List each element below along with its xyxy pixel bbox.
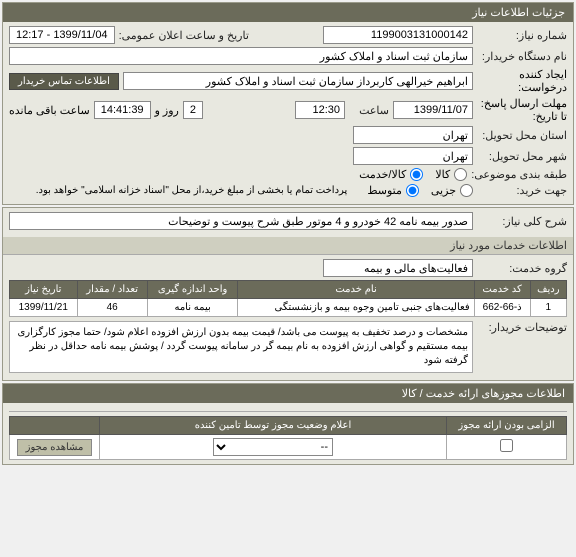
deadline-time[interactable] <box>295 101 345 119</box>
th-2: نام خدمت <box>238 281 474 299</box>
days-label: روز و <box>155 104 179 117</box>
group-input[interactable] <box>323 259 473 277</box>
need-no-input[interactable] <box>323 26 473 44</box>
creator-label-b: درخواست: <box>477 81 567 94</box>
td-3: بیمه نامه <box>147 299 238 317</box>
permit-action-cell: مشاهده مجوز <box>10 435 100 460</box>
time-label: ساعت <box>349 104 389 117</box>
org-input[interactable] <box>9 47 473 65</box>
td-2: فعالیت‌های جنبی تامین وجوه بیمه و بازنشس… <box>238 299 474 317</box>
panel3-header: اطلاعات مجوزهای ارائه خدمت / کالا <box>3 384 573 403</box>
countdown-badge: 14:41:39 <box>94 101 151 119</box>
org-label: نام دستگاه خریدار: <box>477 50 567 63</box>
days-badge: 2 <box>183 101 203 119</box>
cat-goods-text: کالا <box>435 168 450 181</box>
sep <box>9 411 567 412</box>
city-label: شهر محل تحویل: <box>477 150 567 163</box>
deadline-date[interactable] <box>393 101 473 119</box>
deadline-label-a: مهلت ارسال پاسخ: <box>477 97 567 110</box>
desc-input[interactable] <box>9 212 473 230</box>
announce-label: تاریخ و ساعت اعلان عمومی: <box>119 29 249 42</box>
group-label: گروه خدمت: <box>477 262 567 275</box>
bt-partial-text: جزیی <box>431 184 456 197</box>
panel1-body: شماره نیاز: تاریخ و ساعت اعلان عمومی: 13… <box>3 22 573 204</box>
remain-label: ساعت باقی مانده <box>9 104 90 117</box>
city-input[interactable] <box>353 147 473 165</box>
permit-row: -- مشاهده مجوز <box>10 435 567 460</box>
pth-0: الزامی بودن ارائه مجوز <box>447 417 567 435</box>
buy-type-label: جهت خرید: <box>477 184 567 197</box>
td-0: 1 <box>530 299 566 317</box>
bt-medium-radio[interactable] <box>406 184 419 197</box>
bt-partial-radio[interactable] <box>460 184 473 197</box>
td-1: ذ-66-662 <box>474 299 530 317</box>
creator-input[interactable] <box>123 72 473 90</box>
permit-status-select[interactable]: -- <box>213 438 333 456</box>
cat-service-radio[interactable] <box>410 168 423 181</box>
th-0: ردیف <box>530 281 566 299</box>
panel-need-details: جزئیات اطلاعات نیاز شماره نیاز: تاریخ و … <box>2 2 574 205</box>
desc-label: شرح کلی نیاز: <box>477 215 567 228</box>
permit-mandatory-check[interactable] <box>500 439 513 452</box>
province-label: استان محل تحویل: <box>477 129 567 142</box>
cat-goods-radio[interactable] <box>454 168 467 181</box>
services-table: ردیف کد خدمت نام خدمت واحد اندازه گیری ت… <box>9 280 567 317</box>
cat-label: طبقه بندی موضوعی: <box>471 168 567 181</box>
table-row: 1 ذ-66-662 فعالیت‌های جنبی تامین وجوه بی… <box>10 299 567 317</box>
td-4: 46 <box>77 299 147 317</box>
deadline-label-b: تا تاریخ: <box>477 110 567 123</box>
th-1: کد خدمت <box>474 281 530 299</box>
buyer-note-label: توضیحات خریدار: <box>477 321 567 334</box>
bt-note: پرداخت تمام یا بخشی از مبلغ خرید،از محل … <box>36 185 348 196</box>
pth-2 <box>10 417 100 435</box>
panel-desc: شرح کلی نیاز: اطلاعات خدمات مورد نیاز گر… <box>2 207 574 381</box>
bt-medium-text: متوسط <box>367 184 402 197</box>
cat-service-text: کالا/خدمت <box>359 168 406 181</box>
permit-mandatory-cell <box>447 435 567 460</box>
creator-label-a: ایجاد کننده <box>477 68 567 81</box>
need-no-label: شماره نیاز: <box>477 29 567 42</box>
panel1-header: جزئیات اطلاعات نیاز <box>3 3 573 22</box>
permit-status-cell: -- <box>100 435 447 460</box>
th-3: واحد اندازه گیری <box>147 281 238 299</box>
permits-table: الزامی بودن ارائه مجوز اعلام وضعیت مجوز … <box>9 416 567 460</box>
announce-badge: 1399/11/04 - 12:17 <box>9 26 115 44</box>
sub-header: اطلاعات خدمات مورد نیاز <box>3 237 573 255</box>
province-input[interactable] <box>353 126 473 144</box>
view-permit-btn[interactable]: مشاهده مجوز <box>17 439 93 456</box>
th-4: تعداد / مقدار <box>77 281 147 299</box>
pth-1: اعلام وضعیت مجوز توسط تامین کننده <box>100 417 447 435</box>
panel-permits: اطلاعات مجوزهای ارائه خدمت / کالا الزامی… <box>2 383 574 465</box>
th-5: تاریخ نیاز <box>10 281 78 299</box>
td-5: 1399/11/21 <box>10 299 78 317</box>
buyer-note-box: مشخصات و درصد تخفیف به پیوست می باشد/ قی… <box>9 321 473 373</box>
contact-btn[interactable]: اطلاعات تماس خریدار <box>9 73 119 90</box>
